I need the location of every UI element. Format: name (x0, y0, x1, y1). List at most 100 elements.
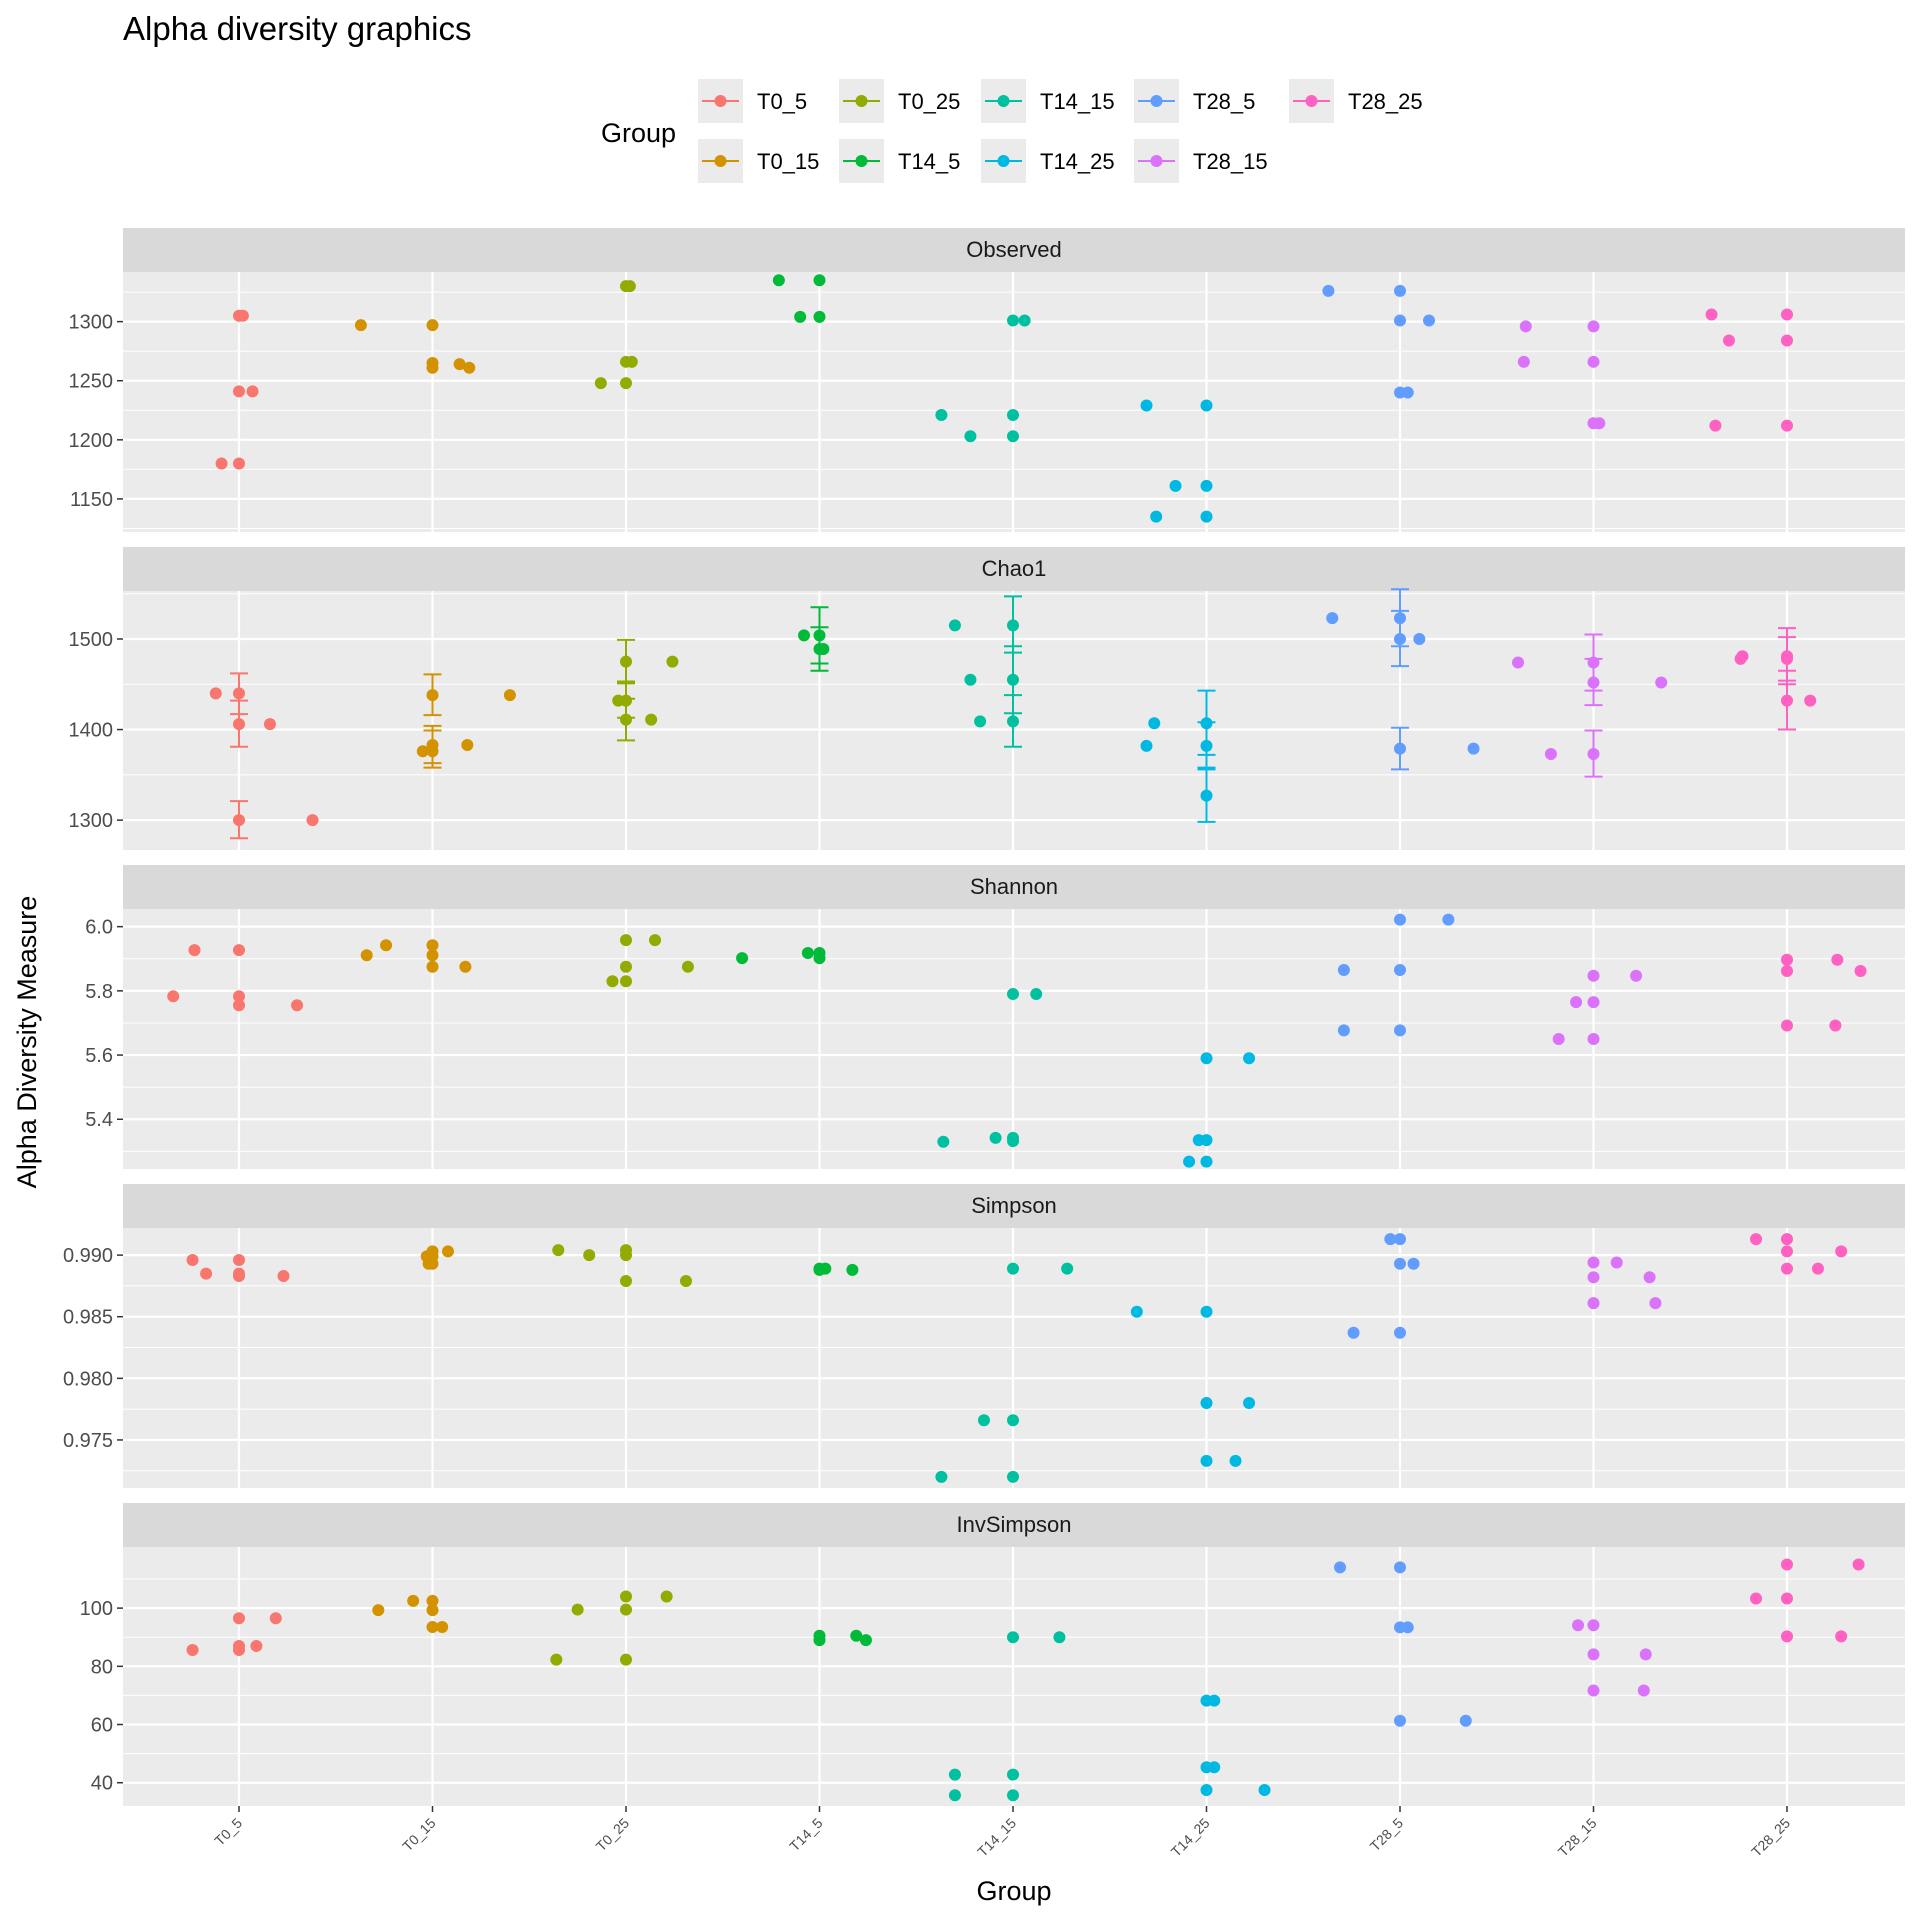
data-point (233, 457, 245, 470)
data-point (948, 619, 961, 632)
data-point (1007, 619, 1019, 632)
data-point (188, 944, 201, 957)
data-point (459, 960, 472, 973)
data-point (620, 1274, 632, 1287)
data-point (1394, 913, 1406, 926)
x-axis-title: Group (976, 1876, 1051, 1906)
data-point (1519, 320, 1532, 333)
data-point (989, 1131, 1002, 1144)
data-point (441, 1245, 454, 1258)
data-point (1750, 1592, 1763, 1605)
data-point (426, 361, 439, 374)
data-point (1243, 1396, 1256, 1409)
x-tick-label: T14_15 (974, 1815, 1019, 1860)
data-point (620, 377, 632, 390)
data-point (1200, 1155, 1213, 1168)
data-point (1007, 314, 1019, 327)
data-point (233, 944, 245, 957)
legend-key-point (997, 95, 1010, 107)
data-point (1630, 969, 1643, 982)
data-point (380, 939, 393, 952)
panel-simpson: Simpson 0.975 0.980 0.985 0.990 (63, 1184, 1905, 1488)
data-point (1394, 1326, 1406, 1339)
y-tick-label: 6.0 (85, 917, 113, 939)
data-point (1854, 964, 1867, 977)
legend-label: T14_25 (1040, 149, 1115, 174)
legend-item-t14-25: T14_25 (981, 139, 1115, 183)
data-point (1200, 1052, 1213, 1065)
facet-panels: Observed 1150 1200 1250 1300 Chao1 1300 1400 150… (63, 228, 1905, 1806)
legend-label: T28_25 (1348, 89, 1423, 114)
data-point (1243, 1052, 1256, 1065)
data-point (1781, 1019, 1793, 1032)
data-point (1413, 632, 1426, 645)
data-point (167, 990, 180, 1003)
legend-label: T0_15 (757, 149, 819, 174)
data-point (666, 655, 679, 668)
data-point (1200, 717, 1213, 730)
data-point (620, 934, 632, 947)
data-point (233, 1612, 245, 1625)
data-point (1587, 656, 1600, 669)
x-tick-label: T0_25 (593, 1815, 633, 1855)
x-tick-label: T0_15 (399, 1815, 439, 1855)
data-point (620, 1653, 632, 1666)
y-axis-title: Alpha Diversity Measure (12, 896, 42, 1189)
legend-key-point (855, 155, 868, 167)
y-tick-label: 1150 (70, 489, 113, 511)
legend-title: Group (601, 118, 676, 148)
data-point (407, 1594, 420, 1607)
data-point (813, 274, 826, 287)
data-point (1587, 748, 1600, 761)
data-point (1394, 1233, 1406, 1246)
data-point (977, 1414, 990, 1427)
data-point (1835, 1245, 1848, 1258)
y-tick-label: 5.8 (85, 981, 113, 1003)
y-tick-label: 1500 (69, 629, 114, 651)
data-point (736, 952, 749, 965)
data-point (263, 718, 276, 731)
y-tick-label: 5.6 (85, 1045, 113, 1067)
data-point (974, 715, 987, 728)
data-point (1781, 1233, 1793, 1246)
data-point (277, 1270, 290, 1283)
data-point (813, 1634, 826, 1647)
data-point (1007, 1135, 1019, 1148)
x-tick-label: T14_5 (786, 1815, 826, 1855)
legend-key-point (1150, 155, 1163, 167)
data-point (426, 1257, 439, 1270)
data-point (1643, 1271, 1656, 1284)
y-tick-label: 80 (91, 1656, 113, 1678)
data-point (250, 1639, 263, 1652)
data-point (426, 960, 439, 973)
data-point (1394, 1024, 1406, 1037)
data-point (1200, 739, 1213, 752)
strip-background (123, 865, 1905, 909)
data-point (1007, 430, 1019, 443)
data-point (1007, 1262, 1019, 1275)
data-point (1587, 1619, 1600, 1632)
data-point (186, 1254, 199, 1267)
data-point (681, 960, 694, 973)
data-point (186, 1644, 199, 1657)
data-point (1781, 1592, 1793, 1605)
legend: Group T0_5 T0_15 T0_25 T14_5 T14_15 T14_25 T28… (601, 79, 1423, 183)
data-point (233, 718, 245, 731)
data-point (1322, 284, 1335, 297)
data-point (859, 1634, 872, 1647)
data-point (1544, 748, 1557, 761)
data-point (1781, 308, 1793, 321)
data-point (1200, 1396, 1213, 1409)
data-point (1781, 953, 1793, 966)
data-point (1401, 1621, 1414, 1634)
data-point (552, 1244, 565, 1257)
legend-key-point (855, 95, 868, 107)
data-point (269, 1612, 282, 1625)
data-point (1401, 386, 1414, 399)
data-point (623, 280, 636, 293)
legend-label: T28_5 (1193, 89, 1255, 114)
strip-label: Simpson (971, 1193, 1057, 1218)
data-point (606, 975, 619, 988)
legend-item-t0-15: T0_15 (698, 139, 819, 183)
data-point (426, 1621, 439, 1634)
